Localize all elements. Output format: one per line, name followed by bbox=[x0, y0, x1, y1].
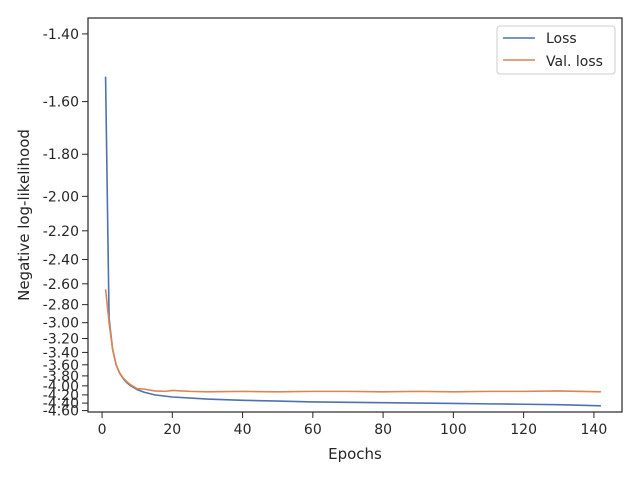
y-axis: -1.40 -1.60 -1.80 -2.00 -2.20 -2.40 -2.60 -2.80… bbox=[43, 27, 88, 420]
y-tick-label: -1.40 bbox=[43, 27, 79, 43]
y-tick-label: -2.80 bbox=[43, 298, 79, 314]
x-tick-label: 100 bbox=[440, 422, 467, 438]
x-tick-label: 120 bbox=[510, 422, 537, 438]
y-tick-label: -2.20 bbox=[43, 224, 79, 240]
x-tick-label: 0 bbox=[98, 422, 107, 438]
series-line-val-loss bbox=[104, 289, 601, 393]
y-tick-label: -3.80 bbox=[43, 369, 79, 385]
x-tick-label: 60 bbox=[304, 422, 322, 438]
y-tick-label: -4.40 bbox=[43, 396, 79, 412]
plot-frame bbox=[87, 17, 623, 413]
y-tick-label: -3.20 bbox=[43, 331, 79, 347]
y-tick-label: -1.80 bbox=[43, 147, 79, 163]
y-tick-label: -1.60 bbox=[43, 95, 79, 111]
x-tick-label: 80 bbox=[374, 422, 392, 438]
x-axis: 0 20 40 60 80 100 120 140 bbox=[98, 412, 608, 438]
x-axis-title: Epochs bbox=[328, 445, 382, 463]
x-tick-label: 140 bbox=[581, 422, 608, 438]
y-tick-label: -4.20 bbox=[43, 388, 79, 404]
y-tick-label: -4.00 bbox=[43, 379, 79, 395]
series-layer bbox=[104, 76, 601, 407]
x-tick-label: 20 bbox=[163, 422, 181, 438]
y-tick-label: -3.00 bbox=[43, 316, 79, 332]
y-axis-title: Negative log-likelihood bbox=[15, 129, 33, 301]
x-tick-label: 40 bbox=[234, 422, 252, 438]
y-tick-label: -2.40 bbox=[43, 253, 79, 269]
y-tick-label: -4.60 bbox=[43, 404, 79, 420]
y-tick-label: -3.40 bbox=[43, 345, 79, 361]
legend-label-val-loss: Val. loss bbox=[546, 54, 603, 70]
y-tick-label: -2.00 bbox=[43, 189, 79, 205]
y-tick-label: -3.60 bbox=[43, 358, 79, 374]
legend: Loss Val. loss bbox=[496, 25, 616, 75]
legend-label-loss: Loss bbox=[546, 31, 577, 47]
y-tick-label: -2.60 bbox=[43, 277, 79, 293]
